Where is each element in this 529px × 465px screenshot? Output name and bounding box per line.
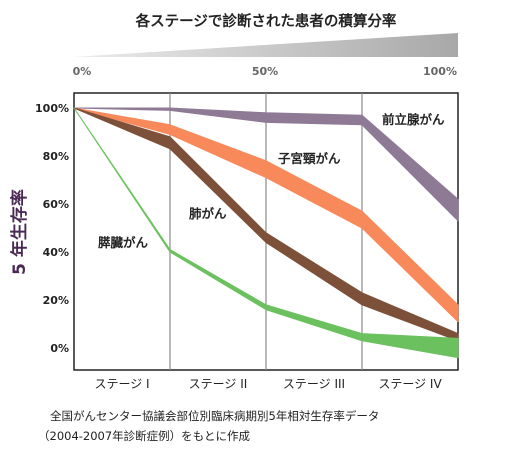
y-tick-80: 80%	[43, 150, 69, 163]
source-note-line2: （2004-2007年診断症例）をもとに作成	[38, 429, 250, 443]
scale-tick-0: 0%	[73, 65, 92, 78]
scale-tick-50: 50%	[252, 65, 278, 78]
survival-bands	[73, 107, 459, 359]
survival-band-1	[73, 107, 459, 222]
x-category-labels: ステージ I ステージ II ステージ III ステージ IV	[94, 377, 442, 391]
y-tick-labels: 100% 80% 60% 40% 20% 0%	[35, 102, 69, 355]
survival-band-2	[73, 107, 459, 323]
series-label-1: 前立腺がん	[382, 112, 445, 127]
survival-band-3	[73, 107, 459, 342]
y-tick-60: 60%	[43, 198, 69, 211]
category-label-2: ステージ II	[189, 377, 248, 391]
series-label-3: 肺がん	[189, 206, 227, 221]
category-label-1: ステージ I	[94, 377, 149, 391]
y-tick-0: 0%	[50, 342, 69, 355]
y-tick-40: 40%	[43, 246, 69, 259]
series-label-4: 膵臓がん	[98, 235, 149, 250]
category-label-3: ステージ III	[283, 377, 345, 391]
y-axis-label: 5 年生存率	[9, 189, 30, 275]
source-note-line1: 全国がんセンター協議会部位別臨床病期別5年相対生存率データ	[50, 409, 379, 423]
y-tick-100: 100%	[35, 102, 69, 115]
survival-band-4	[73, 107, 459, 359]
scale-tick-100: 100%	[423, 65, 457, 78]
cumulative-fraction-wedge	[72, 33, 458, 57]
category-label-4: ステージ IV	[378, 377, 442, 391]
series-label-2: 子宮頸がん	[278, 151, 341, 166]
y-tick-20: 20%	[43, 294, 69, 307]
page-title: 各ステージで診断された患者の積算分率	[135, 12, 397, 30]
